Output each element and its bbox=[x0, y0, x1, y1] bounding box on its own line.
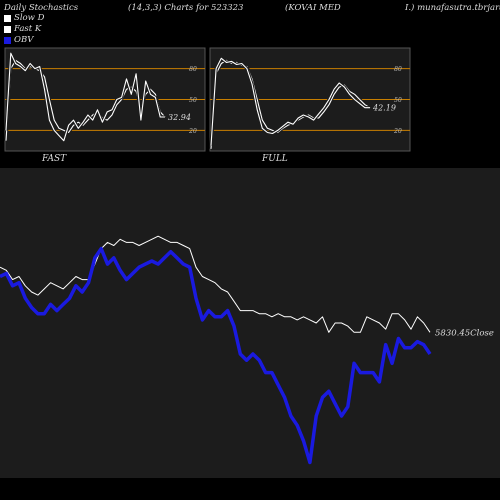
chart-title-company: (KOVAI MED bbox=[285, 3, 341, 13]
legend-label-fast-k: Fast K bbox=[14, 24, 42, 34]
legend-label-obv: OBV bbox=[14, 35, 34, 45]
legend-slow-d: Slow D bbox=[4, 13, 44, 23]
chart-title-params: (14,3,3) Charts for 523323 bbox=[128, 3, 244, 13]
full-ytick-80: 80 bbox=[394, 66, 402, 73]
full-value-label: 42.19 bbox=[372, 104, 396, 113]
full-ytick-20: 20 bbox=[393, 128, 402, 135]
fast-stochastic-panel: 80 50 20 32.94 FAST bbox=[4, 47, 206, 164]
fast-ytick-50: 50 bbox=[189, 97, 197, 104]
chart-title-left: Daily Stochastics bbox=[4, 3, 79, 13]
legend-label-slow-d: Slow D bbox=[14, 13, 45, 23]
legend-fast-k: Fast K bbox=[4, 24, 41, 34]
fast-value-label: 32.94 bbox=[168, 113, 191, 122]
full-stochastic-panel: 80 50 20 42.19 FULL bbox=[209, 47, 411, 164]
close-obv-panel: 5830.45Close bbox=[0, 168, 500, 478]
close-price-line bbox=[0, 235, 431, 333]
full-fast-k-line bbox=[210, 57, 370, 146]
fast-panel-label: FAST bbox=[41, 154, 67, 164]
main-panel-background bbox=[0, 168, 500, 478]
legend-swatch-obv bbox=[4, 36, 11, 44]
legend-swatch-fast-k bbox=[4, 25, 11, 33]
legend-swatch-slow-d bbox=[4, 14, 11, 22]
chart-title-site: I.) munafasutra.tbrjara bbox=[405, 3, 500, 13]
legend-obv: OBV bbox=[4, 35, 33, 45]
full-panel-label: FULL bbox=[261, 154, 288, 164]
close-value-label: 5830.45Close bbox=[435, 328, 494, 338]
fast-fast-k-line bbox=[5, 52, 165, 142]
fast-ytick-80: 80 bbox=[189, 66, 197, 73]
obv-line bbox=[0, 246, 432, 465]
fast-ytick-20: 20 bbox=[188, 128, 197, 135]
full-ytick-50: 50 bbox=[394, 97, 402, 104]
